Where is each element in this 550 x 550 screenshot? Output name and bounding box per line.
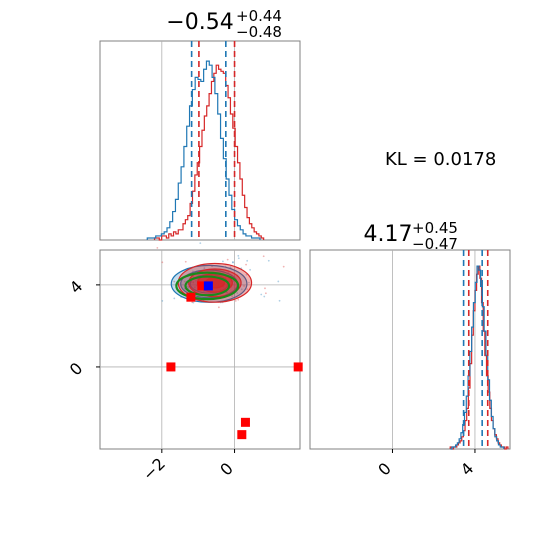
scatter-dot (183, 280, 186, 283)
scatter-dot (237, 257, 240, 260)
param0-err-minus: −0.48 (236, 23, 282, 41)
scatter-xtick-label-0: −2 (139, 454, 169, 484)
scatter-dot (191, 301, 194, 304)
scatter-dot (199, 242, 202, 245)
scatter-dot (246, 288, 249, 291)
scatter-dot (267, 259, 270, 262)
scatter-dot (263, 295, 266, 298)
param1-xtick-label-0: 0 (374, 459, 395, 480)
scatter-dot (264, 287, 266, 290)
param0-hist-red (153, 64, 265, 241)
scatter-ytick-label-0: 0 (66, 359, 87, 380)
param1-xtick-label-1: 4 (457, 459, 478, 480)
joint-scatter-panel (99, 242, 325, 450)
scatter-dot (260, 293, 263, 296)
scatter-dot (232, 261, 234, 264)
scatter-dot (161, 300, 164, 302)
scatter-dot (278, 299, 281, 302)
scatter-xtick-label-1: 0 (216, 459, 237, 480)
scatter-dot (262, 255, 265, 258)
marker-red-4 (237, 430, 247, 440)
param0-title: −0.54 (166, 10, 233, 35)
scatter-dot (161, 261, 164, 264)
scatter-dot (192, 301, 195, 304)
scatter-dot (231, 295, 234, 297)
scatter-dot (249, 268, 251, 271)
scatter-dot (193, 286, 196, 289)
marker-red-1 (166, 362, 176, 372)
scatter-dot (227, 271, 230, 274)
scatter-ytick-label-1: 4 (66, 277, 87, 298)
scatter-dot (277, 280, 280, 283)
param1-hist-blue (450, 265, 505, 450)
scatter-dot (187, 287, 190, 289)
scatter-dot (222, 260, 224, 263)
scatter-dot (234, 299, 237, 302)
marker-red-2 (293, 362, 303, 372)
scatter-dot (229, 266, 232, 269)
scatter-dot (240, 288, 243, 291)
scatter-dot (232, 280, 235, 283)
marker-blue-0 (203, 281, 213, 291)
scatter-dot (245, 273, 248, 276)
scatter-dot (195, 279, 197, 282)
marker-red-5 (186, 292, 196, 302)
param1-histogram-panel (309, 249, 511, 450)
scatter-dot (184, 260, 187, 263)
scatter-dot (226, 258, 229, 261)
param1-err-plus: +0.45 (412, 219, 458, 237)
scatter-dot (237, 254, 240, 257)
scatter-dot (202, 290, 205, 293)
param1-err-minus: −0.47 (412, 235, 458, 253)
scatter-dot (237, 298, 240, 301)
param1-median: 4.17 (364, 222, 413, 247)
scatter-dot (264, 292, 267, 295)
scatter-dot (245, 263, 247, 266)
contour-green-0 (175, 271, 240, 301)
marker-red-3 (240, 417, 250, 427)
param0-histogram-panel (99, 40, 301, 241)
scatter-dot (173, 280, 176, 283)
contour-green-1 (184, 275, 231, 297)
param0-hist-blue (146, 60, 261, 240)
scatter-dot (248, 281, 250, 284)
scatter-dot (217, 306, 220, 309)
scatter-dot (203, 267, 206, 270)
scatter-dot (192, 281, 195, 283)
param1-title: 4.17 (364, 222, 413, 247)
scatter-dot (282, 265, 285, 268)
scatter-dot (232, 261, 234, 263)
kl-annotation: KL = 0.0178 (385, 149, 496, 170)
scatter-dot (186, 285, 189, 288)
scatter-dot (246, 259, 249, 262)
param0-err-plus: +0.44 (236, 7, 282, 25)
param0-median: −0.54 (166, 10, 233, 35)
scatter-dot (243, 285, 245, 287)
scatter-dot (236, 292, 239, 294)
scatter-dot (173, 297, 176, 300)
param0-hist-frame (99, 40, 301, 241)
scatter-dot (156, 246, 159, 249)
scatter-dot (192, 281, 195, 284)
scatter-dot (226, 291, 229, 294)
marker-red-0 (197, 281, 207, 291)
